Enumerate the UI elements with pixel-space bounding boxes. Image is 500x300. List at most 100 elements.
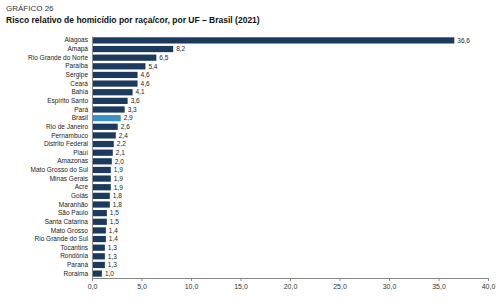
x-tick-label: 20,0 <box>284 283 298 290</box>
x-axis-line <box>93 279 489 282</box>
data-label: 1,5 <box>110 218 119 225</box>
y-tick-label: Maranhão <box>59 201 89 208</box>
y-tick-label: Mato Grosso do Sul <box>31 166 89 173</box>
bars <box>92 37 454 276</box>
x-tick-mark <box>241 278 242 281</box>
y-tick-label: Tocantins <box>61 244 89 251</box>
data-label: 6,5 <box>159 54 168 61</box>
y-tick: Espírito Santo <box>47 97 88 105</box>
y-tick-label: Paraíba <box>65 62 88 69</box>
y-tick: Acre <box>75 183 89 190</box>
data-label: 4,1 <box>136 88 145 95</box>
bar <box>92 253 105 259</box>
x-tick: 20,0 <box>284 278 298 290</box>
data-label: 3,6 <box>131 97 140 104</box>
x-tick-mark <box>340 278 341 281</box>
bar <box>92 46 173 52</box>
bar <box>92 184 111 190</box>
y-tick-label: Pará <box>74 106 88 113</box>
y-tick: Ceará <box>70 80 88 87</box>
y-tick: Rio Grande do Sul <box>35 235 89 242</box>
bar <box>92 175 111 181</box>
x-tick-mark <box>488 278 489 281</box>
data-label: 1,0 <box>105 270 114 277</box>
bar <box>92 132 116 138</box>
bar <box>92 63 145 69</box>
x-tick-mark <box>290 278 291 281</box>
bar <box>92 89 133 95</box>
data-label: 1,3 <box>108 244 117 251</box>
data-label: 1,3 <box>108 261 117 268</box>
y-tick-label: Rondônia <box>60 252 88 259</box>
bar <box>92 37 454 43</box>
data-label: 1,8 <box>113 192 122 199</box>
data-label: 2,1 <box>116 149 125 156</box>
y-tick-label: São Paulo <box>58 209 88 216</box>
data-label: 1,9 <box>114 175 123 182</box>
y-tick: Rio Grande do Norte <box>28 54 88 61</box>
data-label: 3,3 <box>128 106 137 113</box>
y-tick: Brasil <box>72 114 89 121</box>
x-tick: 30,0 <box>383 278 397 290</box>
data-label: 4,6 <box>141 80 150 87</box>
x-tick-mark <box>142 278 143 281</box>
bar <box>92 55 156 61</box>
x-tick-label: 35,0 <box>432 283 446 290</box>
y-tick-label: Paraná <box>67 261 88 268</box>
data-label: 1,9 <box>114 166 123 173</box>
x-tick-label: 0,0 <box>88 283 98 290</box>
y-tick-label: Amapá <box>67 45 88 53</box>
y-tick-label: Espírito Santo <box>47 97 88 105</box>
y-tick: Santa Catarina <box>45 218 89 225</box>
y-tick: Mato Grosso do Sul <box>31 166 89 173</box>
y-tick: São Paulo <box>58 209 88 216</box>
chart: GRÁFICO 26Risco relativo de homicídio po… <box>0 0 500 300</box>
x-tick-mark <box>191 278 192 281</box>
data-label: 4,6 <box>141 71 150 78</box>
bar <box>92 262 105 268</box>
x-tick-label: 30,0 <box>383 283 397 290</box>
data-label: 2,6 <box>121 123 130 130</box>
y-tick-label: Rio de Janeiro <box>46 123 88 130</box>
y-axis-line <box>92 37 93 279</box>
y-tick-label: Acre <box>75 183 89 190</box>
bar <box>92 236 106 242</box>
y-tick-label: Brasil <box>72 114 89 121</box>
bar <box>92 227 106 233</box>
x-tick: 25,0 <box>333 278 347 290</box>
x-tick: 15,0 <box>234 278 248 290</box>
y-tick-label: Bahia <box>71 88 88 95</box>
y-tick-label: Piauí <box>73 149 88 156</box>
y-tick: Rio de Janeiro <box>46 123 88 130</box>
y-tick-label: Goiás <box>71 192 89 199</box>
data-label: 8,2 <box>176 45 185 52</box>
x-tick-label: 40,0 <box>482 283 496 290</box>
bar <box>92 150 113 156</box>
y-tick-label: Minas Gerais <box>50 175 89 182</box>
x-tick: 0,0 <box>88 278 98 290</box>
x-tick-mark <box>389 278 390 281</box>
data-label: 2,2 <box>117 140 126 147</box>
data-label: 2,9 <box>124 114 133 121</box>
y-tick: Paraná <box>67 261 88 268</box>
bar <box>92 72 138 78</box>
data-label: 1,5 <box>110 209 119 216</box>
data-label: 1,3 <box>108 253 117 260</box>
y-tick: Rondônia <box>60 252 88 259</box>
y-tick-label: Alagoas <box>65 36 89 44</box>
bar <box>92 201 110 207</box>
title: GRÁFICO 26 <box>6 4 54 13</box>
y-tick: Roraima <box>63 270 88 277</box>
x-tick: 10,0 <box>185 278 199 290</box>
bar <box>92 106 125 112</box>
data-label: 1,8 <box>113 201 122 208</box>
y-tick: Alagoas <box>65 36 89 44</box>
y-tick: Mato Grosso <box>51 226 89 233</box>
y-tick-label: Rio Grande do Norte <box>28 54 88 61</box>
bar <box>92 193 110 199</box>
bar <box>92 270 102 276</box>
x-axis: 0,05,010,015,020,025,030,035,040,0 <box>88 278 496 290</box>
y-tick-label: Amazonas <box>57 157 88 164</box>
data-label: 1,4 <box>109 227 118 234</box>
y-tick: Pará <box>74 106 88 113</box>
